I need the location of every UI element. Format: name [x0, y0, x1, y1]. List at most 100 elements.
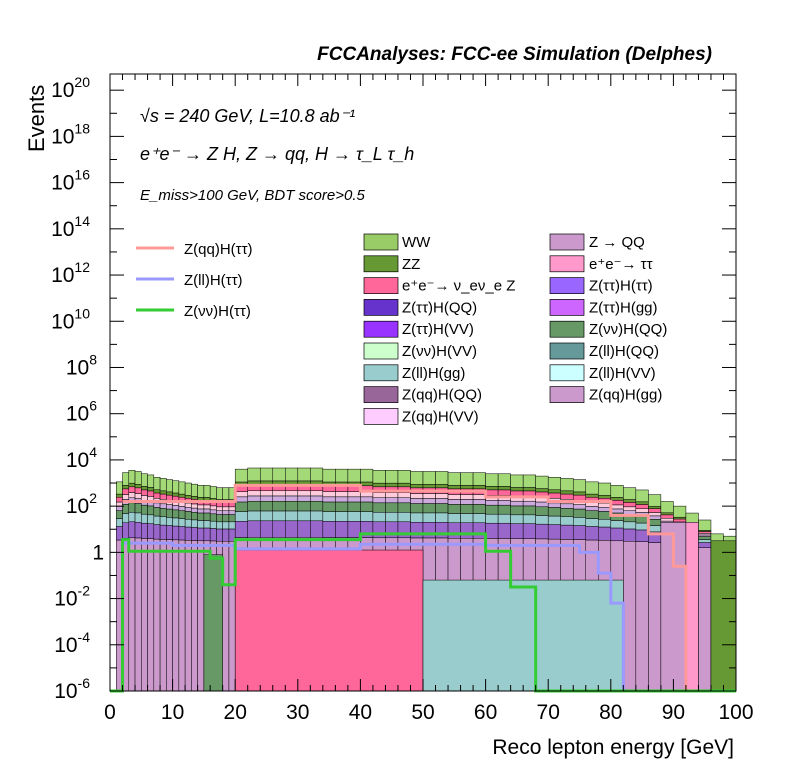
stack-bar [360, 501, 374, 512]
stack-bar [153, 538, 161, 692]
stack-bar [116, 526, 123, 541]
stack-bar [335, 496, 349, 503]
y-tick-exponent: 16 [74, 167, 90, 183]
chart-title: FCCAnalyses: FCC-ee Simulation (Delphes) [317, 44, 712, 65]
stack-bar [272, 520, 286, 538]
legend-swatch [549, 364, 585, 382]
stack-bar [147, 538, 155, 692]
stack-bar [598, 526, 612, 541]
stack-bar [184, 540, 192, 692]
stack-bar [141, 522, 148, 539]
stack-bar [635, 515, 649, 524]
stack-bar [472, 472, 486, 486]
stack-bar [122, 513, 130, 523]
stack-bar [510, 523, 524, 539]
stack-bar [435, 498, 449, 504]
green-block [203, 554, 223, 692]
stack-bar [310, 520, 324, 538]
stack-bar [535, 523, 549, 540]
stack-bar [572, 504, 587, 510]
stack-bar [635, 501, 649, 505]
stack-bar [297, 467, 311, 482]
stack-bar [598, 482, 612, 496]
stack-bar [247, 501, 261, 512]
stack-bar [234, 501, 248, 512]
stack-bar [472, 504, 486, 514]
stack-bar [635, 522, 649, 531]
stack-bar [153, 507, 161, 517]
stack-bar [178, 481, 186, 495]
stack-bar [510, 514, 524, 524]
stack-bar [610, 508, 624, 514]
stack-bar [259, 495, 274, 502]
stack-bar [322, 521, 336, 538]
stack-bar [285, 467, 299, 482]
stack-bar [397, 521, 411, 539]
stack-bar [410, 498, 424, 504]
stack-bar [147, 505, 155, 516]
stack-bar [460, 513, 474, 523]
stack-bar [297, 520, 311, 538]
stack-bar [184, 526, 192, 541]
stack-bar [159, 503, 167, 509]
stack-bar [178, 539, 186, 692]
stack-bar [410, 503, 424, 514]
stack-bar [228, 514, 236, 523]
stack-bar [322, 511, 336, 522]
legend-swatch [363, 386, 399, 403]
stack-bar [472, 494, 486, 500]
annotation-energy: √s = 240 GeV, L=10.8 ab⁻¹ [140, 106, 355, 126]
y-tick-exponent: -2 [78, 583, 91, 599]
stack-bar [128, 512, 136, 523]
stack-bar [209, 509, 217, 515]
stack-bar [560, 503, 574, 509]
stack-bar [285, 510, 299, 522]
annotation-block: √s = 240 GeV, L=10.8 ab⁻¹ e⁺e⁻ → Z H, Z →… [140, 106, 414, 204]
stack-bar [347, 511, 361, 522]
x-tick-label: 90 [662, 701, 685, 724]
stack-bar [191, 503, 198, 509]
stack-bar [547, 489, 561, 494]
legend-label: Z(ττ)H(QQ) [402, 299, 477, 316]
stack-bar [184, 519, 192, 528]
stack-bar [222, 487, 230, 500]
stack-bar [191, 496, 198, 500]
y-tick-label: 102 [66, 490, 97, 518]
pink-spike [685, 522, 699, 692]
x-tick-label: 80 [599, 701, 622, 724]
stack-bar [360, 481, 374, 487]
stack-bar [547, 502, 561, 508]
y-tick-exponent: -4 [78, 629, 91, 645]
stack-bar [285, 495, 299, 502]
stack-bar [122, 488, 130, 495]
y-axis-label: Events [24, 85, 49, 152]
stack-bar [178, 510, 186, 519]
stack-bar [335, 501, 349, 512]
legend-swatch [549, 255, 585, 273]
stack-bar [385, 492, 399, 499]
stack-bar [547, 476, 561, 491]
stack-bar [209, 505, 217, 511]
stack-bar [372, 497, 386, 504]
stack-bar [447, 499, 461, 505]
stack-bar [560, 516, 574, 526]
stack-bar [159, 539, 167, 692]
legend-swatch [549, 299, 585, 316]
stack-bar [166, 539, 173, 692]
stack-bar [635, 541, 649, 692]
stack-bar [153, 489, 161, 494]
stack-bar [585, 518, 599, 527]
stack-bar [122, 485, 130, 490]
stack-bar [159, 508, 167, 518]
stack-bar [134, 512, 142, 523]
stack-bar [141, 486, 148, 491]
stack-bar [435, 471, 449, 485]
stack-bar [623, 502, 637, 508]
stack-bar [547, 492, 561, 499]
stack-bar [660, 514, 674, 519]
stack-bar [460, 499, 474, 505]
stack-bar [116, 481, 123, 495]
stack-bar [623, 499, 637, 503]
stack-bar [522, 474, 536, 488]
y-tick-exponent: 14 [74, 213, 90, 229]
